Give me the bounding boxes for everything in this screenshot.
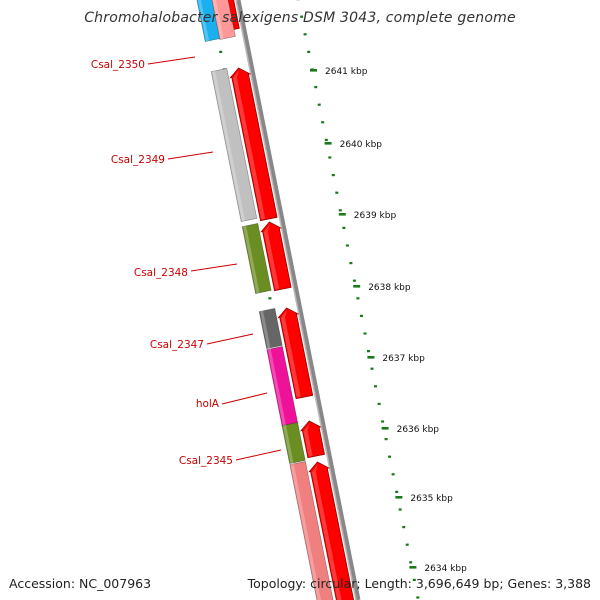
- major-tick: [409, 566, 417, 569]
- gene-label: holA: [196, 398, 220, 410]
- major-tick: [310, 69, 317, 72]
- gene-block-shine: [212, 70, 246, 222]
- gene-label: Csal_2347: [150, 339, 204, 351]
- gene-label-leader: [206, 333, 254, 345]
- gene-block-shine: [267, 348, 287, 427]
- minor-tick: [370, 367, 374, 370]
- gene-block-shine: [282, 424, 294, 464]
- kbp-label: 2640 kbp: [340, 140, 383, 150]
- gene-block-shine: [243, 225, 260, 294]
- major-tick: [324, 142, 332, 145]
- gene-block-shine: [212, 0, 224, 40]
- gene-label: Csal_2345: [179, 455, 233, 467]
- kbp-label: 2637 kbp: [382, 354, 425, 364]
- minor-tick: [384, 438, 388, 441]
- gene-block: [211, 0, 236, 41]
- accession-text: Accession: NC_007963: [9, 576, 152, 591]
- kbp-label: 2641 kbp: [325, 67, 368, 77]
- minor-tick: [377, 402, 381, 405]
- minor-tick: [374, 385, 377, 388]
- minor-tick: [342, 226, 346, 229]
- forward-gene-arrow-shine: [311, 464, 342, 600]
- minor-tick: [360, 314, 363, 317]
- minor-tick: [388, 455, 392, 458]
- genome-summary-text: Topology: circular; Length: 3,696,649 bp…: [247, 576, 591, 591]
- kbp-label: 2634 kbp: [424, 564, 467, 574]
- gene-block: [289, 460, 334, 600]
- minor-tick: [324, 138, 328, 141]
- minor-tick: [352, 279, 356, 282]
- minor-tick: [349, 262, 353, 265]
- gene-label: Csal_2349: [111, 154, 165, 166]
- gene-block-shine: [290, 463, 321, 600]
- minor-tick: [314, 86, 318, 89]
- major-tick: [381, 427, 389, 430]
- kbp-label: 2638 kbp: [368, 283, 411, 293]
- forward-gene-arrow-shine: [281, 310, 301, 398]
- minor-tick: [219, 50, 223, 53]
- major-tick: [353, 285, 361, 288]
- minor-tick: [416, 596, 420, 599]
- minor-tick: [338, 209, 342, 212]
- gene-block: [241, 222, 272, 295]
- gene-block: [281, 421, 306, 465]
- major-tick: [367, 356, 375, 359]
- forward-gene-arrow-shine: [303, 423, 313, 457]
- gene-block: [210, 67, 258, 223]
- forward-strand-arrows: [215, 0, 355, 600]
- minor-tick: [300, 15, 304, 18]
- minor-tick: [317, 103, 321, 106]
- map-title: Chromohalobacter salexigens DSM 3043, co…: [84, 10, 516, 26]
- scale-labels: 2641 kbp 2640 kbp 2639 kbp 2638 kbp 2637 kbp…: [325, 67, 467, 574]
- major-tick: [395, 496, 403, 499]
- gene-label-leader: [235, 449, 282, 461]
- gene-label-leader: [221, 392, 268, 405]
- gene-block-shine: [260, 310, 271, 349]
- kbp-label: 2635 kbp: [410, 494, 453, 504]
- minor-tick: [381, 420, 385, 423]
- minor-tick: [398, 508, 402, 511]
- genome-backbone: [235, 0, 361, 600]
- gene-label-leader: [167, 151, 214, 160]
- minor-tick: [356, 297, 360, 300]
- major-tick: [338, 213, 346, 216]
- kbp-label: 2636 kbp: [397, 425, 440, 435]
- forward-gene-arrow-shine: [263, 224, 280, 290]
- gene-label: Csal_2350: [91, 59, 145, 71]
- gene-block: [258, 307, 283, 350]
- minor-tick: [345, 244, 349, 247]
- minor-tick: [409, 561, 413, 564]
- gene-blocks: [196, 0, 334, 600]
- minor-tick: [363, 332, 367, 335]
- minor-tick: [335, 191, 339, 194]
- minor-tick: [321, 121, 325, 124]
- gene-labels: Csal_2350 Csal_2349 Csal_2348 Csal_2347 holA…: [91, 56, 282, 467]
- minor-tick: [391, 473, 395, 476]
- gene-label-leader: [147, 56, 196, 65]
- forward-gene-arrow-shine: [233, 70, 266, 220]
- minor-tick: [303, 33, 307, 36]
- gene-label-leader: [190, 263, 238, 272]
- minor-tick: [395, 490, 399, 493]
- minor-tick: [402, 526, 406, 529]
- minor-tick: [268, 297, 272, 300]
- minor-tick: [328, 156, 332, 159]
- minor-tick: [405, 543, 409, 546]
- minor-tick: [307, 50, 311, 53]
- gene-block-shine: [197, 0, 210, 42]
- minor-tick: [412, 578, 416, 581]
- genome-backbone-highlight: [235, 0, 357, 600]
- kbp-label: 2639 kbp: [354, 211, 397, 221]
- minor-tick: [367, 350, 370, 353]
- gene-label: Csal_2348: [134, 267, 188, 279]
- minor-tick: [331, 174, 335, 177]
